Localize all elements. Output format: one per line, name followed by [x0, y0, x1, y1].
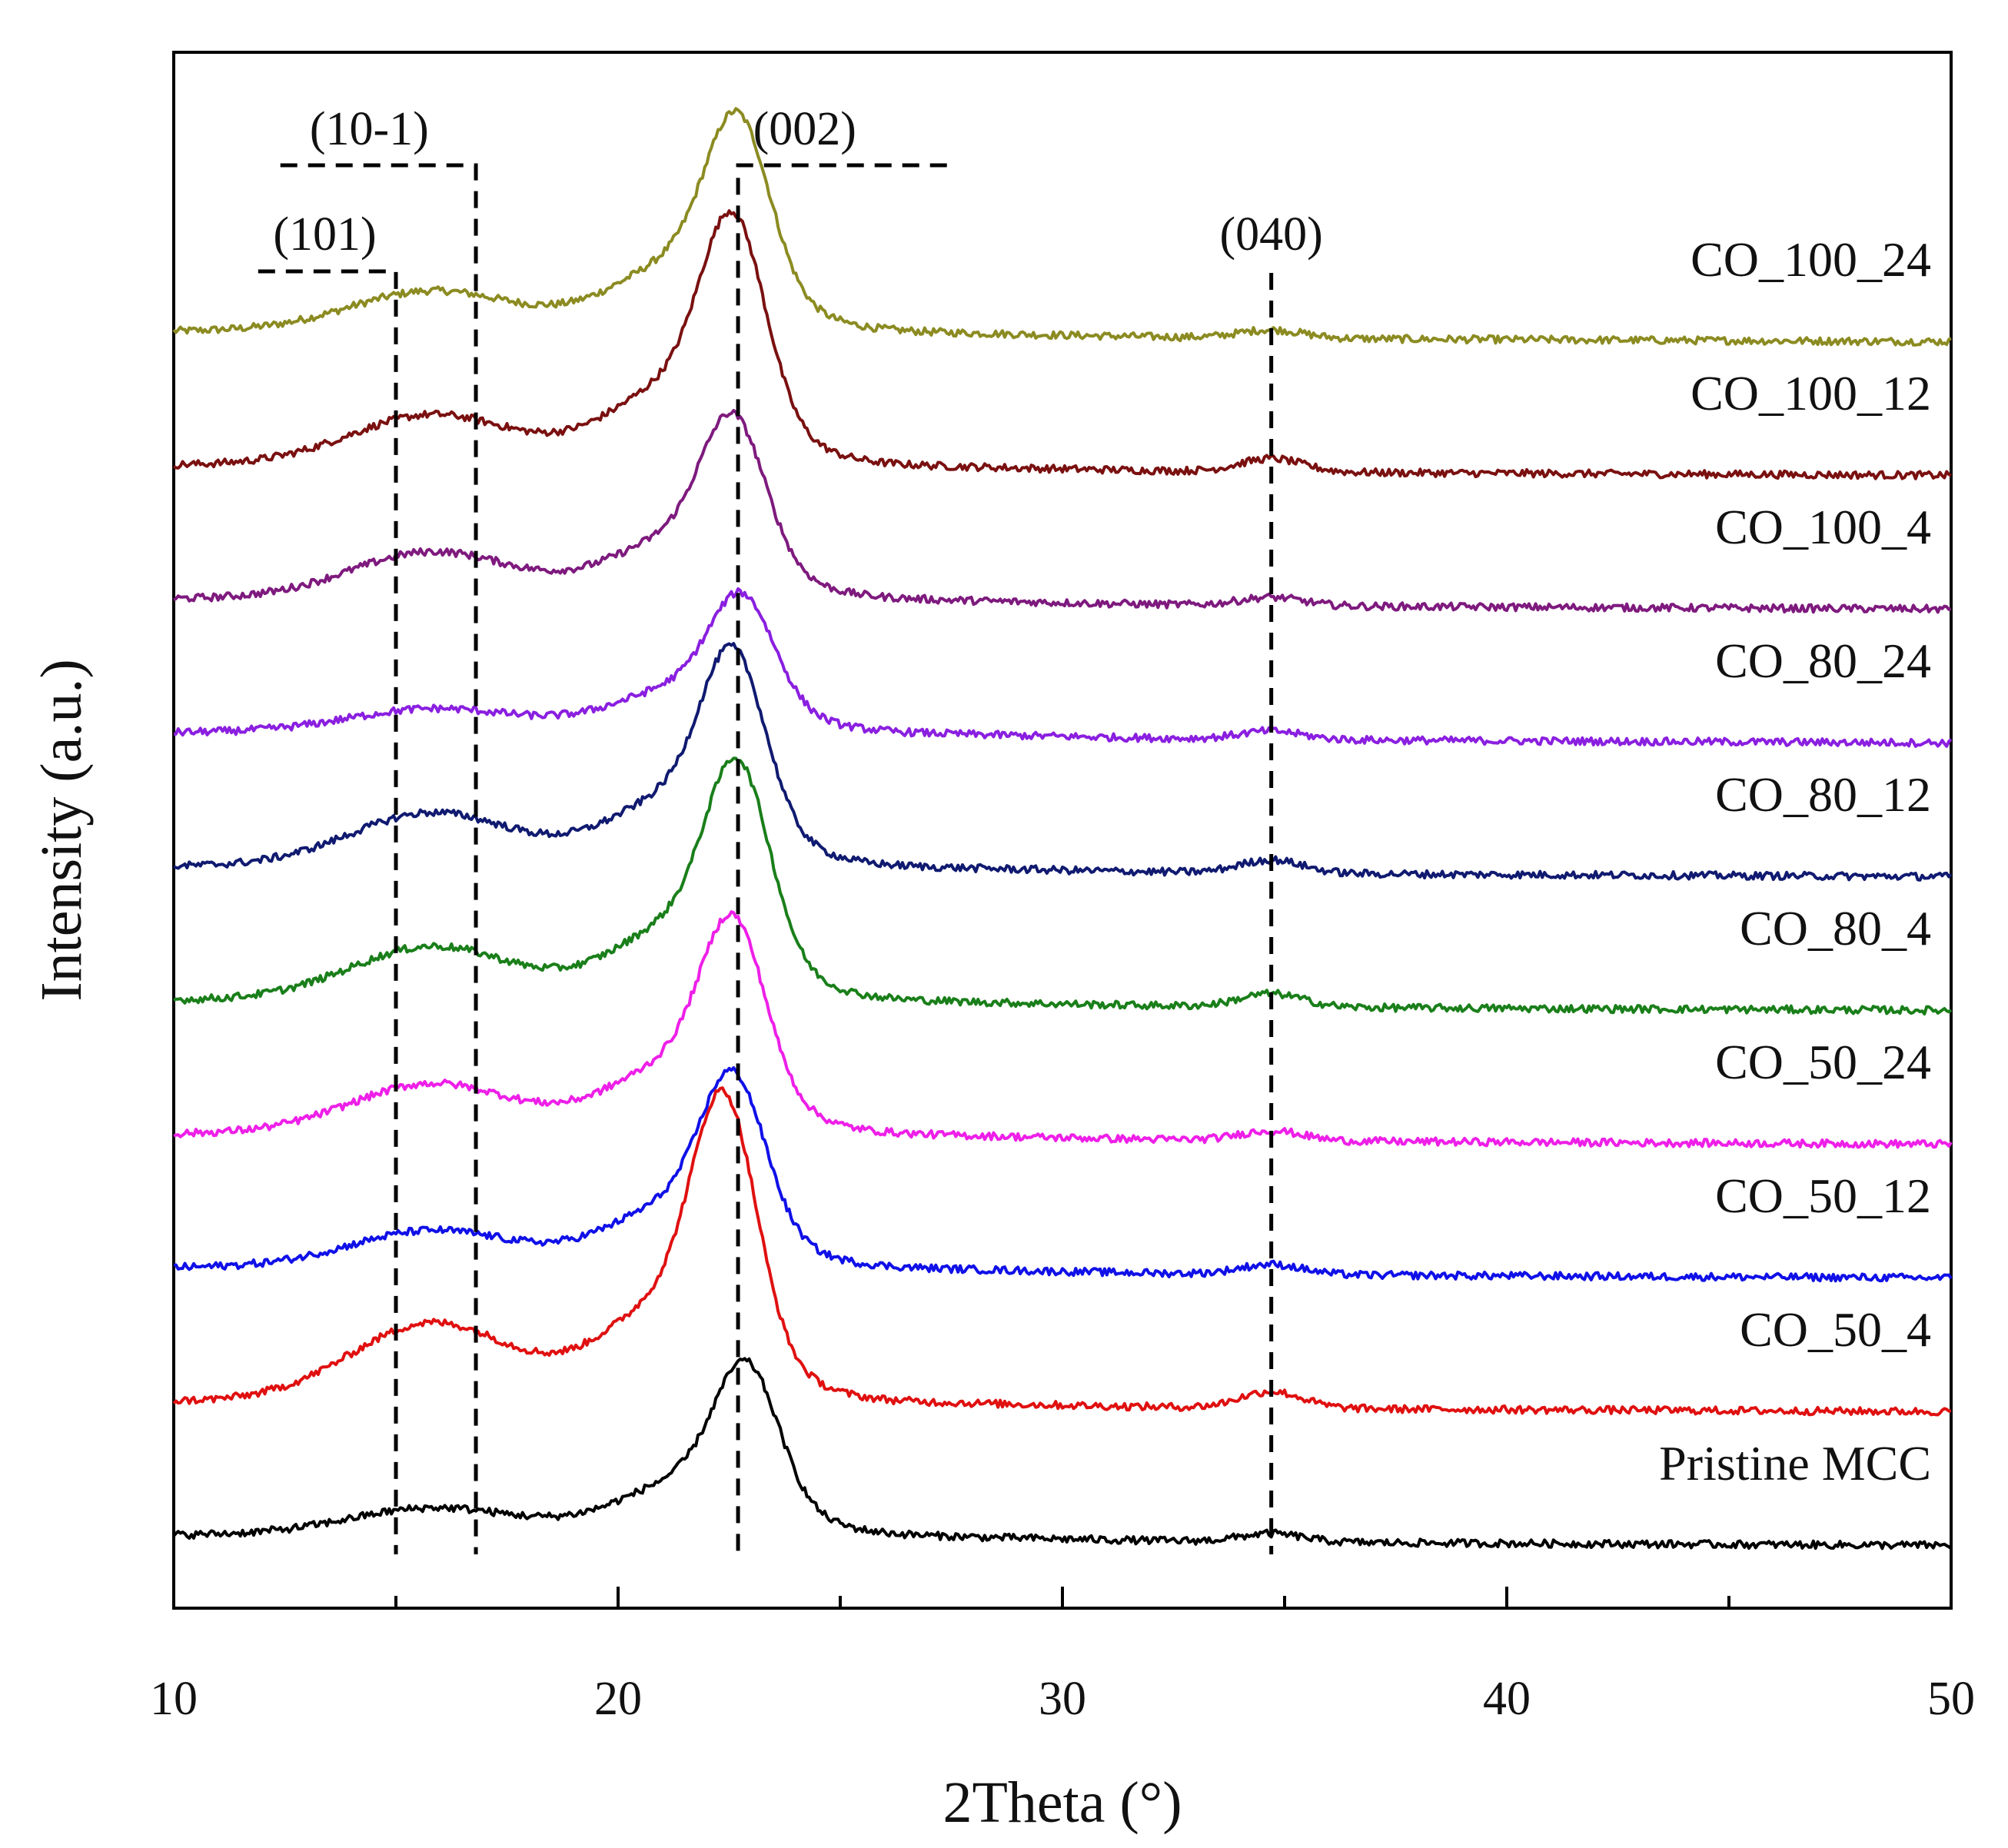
tick-marks — [172, 1587, 1953, 1608]
peak-guide-10-1 — [280, 163, 478, 1554]
series-line — [173, 409, 1952, 614]
series-label: Pristine MCC — [1659, 1436, 1931, 1491]
x-tick-labels: 10 20 30 40 50 — [150, 1673, 1975, 1725]
series-line — [172, 107, 1952, 347]
series-line — [173, 642, 1953, 882]
series-line — [172, 1086, 1952, 1417]
series-line — [173, 756, 1953, 1015]
series-line — [172, 1357, 1953, 1551]
series-line — [173, 587, 1953, 748]
x-tick-label: 40 — [1483, 1673, 1531, 1725]
plot-frame — [172, 51, 1953, 1610]
peak-label: (10-1) — [310, 103, 429, 155]
series-label: CO_80_12 — [1715, 767, 1931, 822]
series-line — [173, 1066, 1953, 1283]
peak-label: (040) — [1220, 208, 1323, 261]
series-line — [173, 910, 1953, 1149]
series-label: CO_50_4 — [1740, 1302, 1931, 1357]
peak-guide-101 — [258, 269, 398, 1554]
x-axis-label: 2Theta (°) — [942, 1770, 1182, 1835]
series-label: CO_100_24 — [1691, 232, 1931, 287]
x-tick-label: 50 — [1927, 1673, 1975, 1725]
peak-guide-002 — [736, 163, 947, 1554]
peak-label: (002) — [753, 103, 856, 155]
series-group — [172, 107, 1953, 1551]
peak-annotations: (101) (10-1) (002) (040) — [258, 103, 1323, 1554]
series-label: CO_80_4 — [1740, 901, 1931, 956]
series-label: CO_100_12 — [1691, 366, 1931, 420]
series-line — [172, 209, 1952, 480]
x-tick-label: 10 — [150, 1673, 198, 1725]
peak-label: (101) — [273, 208, 376, 261]
x-tick-label: 20 — [594, 1673, 642, 1725]
series-label: CO_100_4 — [1715, 500, 1931, 554]
series-label: CO_50_24 — [1715, 1035, 1931, 1089]
series-labels: CO_100_24 CO_100_12 CO_100_4 CO_80_24 CO_80_… — [1659, 232, 1931, 1491]
series-label: CO_50_12 — [1715, 1168, 1931, 1223]
y-axis-label: Intensity (a.u.) — [29, 659, 94, 1001]
x-tick-label: 30 — [1039, 1673, 1086, 1725]
series-label: CO_80_24 — [1715, 633, 1931, 688]
